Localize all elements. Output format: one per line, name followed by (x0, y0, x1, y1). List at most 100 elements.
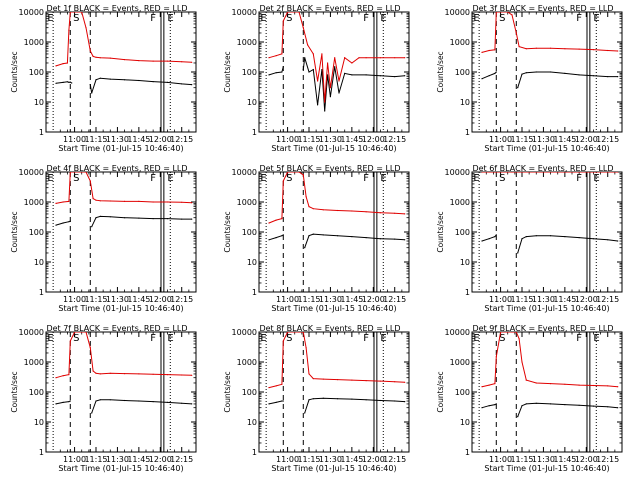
event-marker-label: S (286, 13, 292, 24)
data-point (166, 401, 168, 403)
data-point (281, 235, 283, 237)
data-point (302, 332, 304, 333)
data-point (494, 72, 496, 74)
plot-panel-9: Det 9f BLACK = Events, RED = LLD 1 10 100 10… (436, 324, 623, 473)
data-point (507, 12, 509, 13)
series-events (268, 57, 406, 112)
data-point (344, 57, 346, 59)
plot-panel-6: Det 6f BLACK = Events, RED = LLD 1 10 100 10… (436, 164, 623, 313)
x-tick-label: 12:15 (170, 455, 193, 464)
y-tick-label: 10000 (445, 168, 470, 177)
data-point (324, 110, 326, 112)
y-tick-label: 1 (252, 448, 257, 457)
data-point (607, 49, 609, 52)
data-point (518, 338, 520, 340)
data-point (95, 56, 97, 58)
data-point (515, 332, 517, 333)
data-point (138, 200, 140, 202)
x-tick-label: 11:15 (297, 455, 320, 464)
data-point (404, 381, 406, 383)
data-point (495, 234, 497, 236)
data-point (76, 12, 78, 13)
event-marker-label: E (167, 13, 173, 24)
data-point (617, 407, 619, 409)
x-tick-label: 12:00 (575, 455, 598, 464)
data-point (152, 373, 154, 375)
data-point (275, 219, 277, 221)
data-point (81, 332, 83, 333)
event-marker-label: E (473, 13, 479, 24)
data-point (481, 172, 483, 173)
data-point (365, 237, 367, 239)
x-tick-label: 12:15 (170, 295, 193, 304)
data-point (495, 403, 497, 405)
plot-title: Det 5f BLACK = Events, RED = LLD (259, 164, 400, 173)
data-point (181, 402, 183, 404)
x-tick-label: 11:45 (340, 135, 363, 144)
x-tick-label: 11:30 (106, 135, 129, 144)
data-point (191, 218, 193, 220)
data-point (69, 400, 71, 402)
data-point (66, 62, 68, 64)
data-point (85, 172, 87, 173)
data-point (511, 332, 513, 333)
data-point (138, 400, 140, 402)
data-point (607, 172, 609, 173)
y-tick-label: 10 (34, 418, 44, 427)
data-point (69, 220, 71, 222)
x-tick-label: 11:00 (276, 295, 299, 304)
data-point (317, 104, 319, 106)
y-tick-label: 10 (460, 418, 470, 427)
y-tick-label: 1 (39, 448, 44, 457)
y-tick-label: 10000 (232, 168, 257, 177)
event-marker-label: S (286, 173, 292, 184)
data-point (99, 77, 101, 79)
data-point (89, 347, 91, 349)
x-tick-label: 11:00 (63, 295, 86, 304)
series-lld (268, 12, 406, 103)
y-tick-label: 100 (29, 228, 44, 237)
data-point (92, 55, 94, 58)
data-point (500, 172, 502, 173)
data-point (308, 206, 310, 208)
data-point (535, 172, 537, 173)
data-point (302, 27, 304, 29)
data-point (95, 217, 97, 219)
event-marker-label: E (167, 333, 173, 344)
data-point (592, 238, 595, 240)
event-marker-label: F (363, 173, 369, 184)
data-point (62, 222, 64, 224)
x-axis-label: Start Time (01-Jul-15 10:46:40) (58, 464, 183, 473)
data-point (281, 383, 283, 385)
data-point (500, 12, 502, 13)
data-point (344, 72, 346, 74)
y-tick-label: 1000 (450, 358, 470, 367)
x-tick-label: 11:15 (297, 135, 320, 144)
data-point (550, 383, 552, 385)
x-tick-label: 11:15 (84, 295, 107, 304)
series-line-lld (268, 332, 405, 389)
data-point (564, 404, 566, 406)
data-point (89, 84, 91, 86)
y-axis-label: Counts/sec (10, 51, 19, 92)
data-point (494, 236, 496, 238)
plot-frame (471, 171, 623, 293)
data-point (55, 403, 57, 405)
data-point (181, 83, 183, 85)
y-tick-label: 10000 (232, 328, 257, 337)
data-point (275, 55, 277, 57)
x-tick-label: 11:15 (510, 455, 533, 464)
data-point (481, 240, 483, 242)
data-point (166, 60, 168, 62)
data-point (358, 57, 360, 59)
x-axis-label: Start Time (01-Jul-15 10:46:40) (484, 304, 609, 313)
y-axis-label: Counts/sec (10, 211, 19, 252)
data-point (109, 216, 111, 218)
data-point (481, 407, 483, 409)
data-point (281, 71, 283, 73)
data-point (592, 172, 594, 173)
event-marker-label: F (576, 13, 582, 24)
data-point (109, 399, 111, 401)
data-point (99, 200, 101, 202)
data-point (304, 412, 306, 414)
